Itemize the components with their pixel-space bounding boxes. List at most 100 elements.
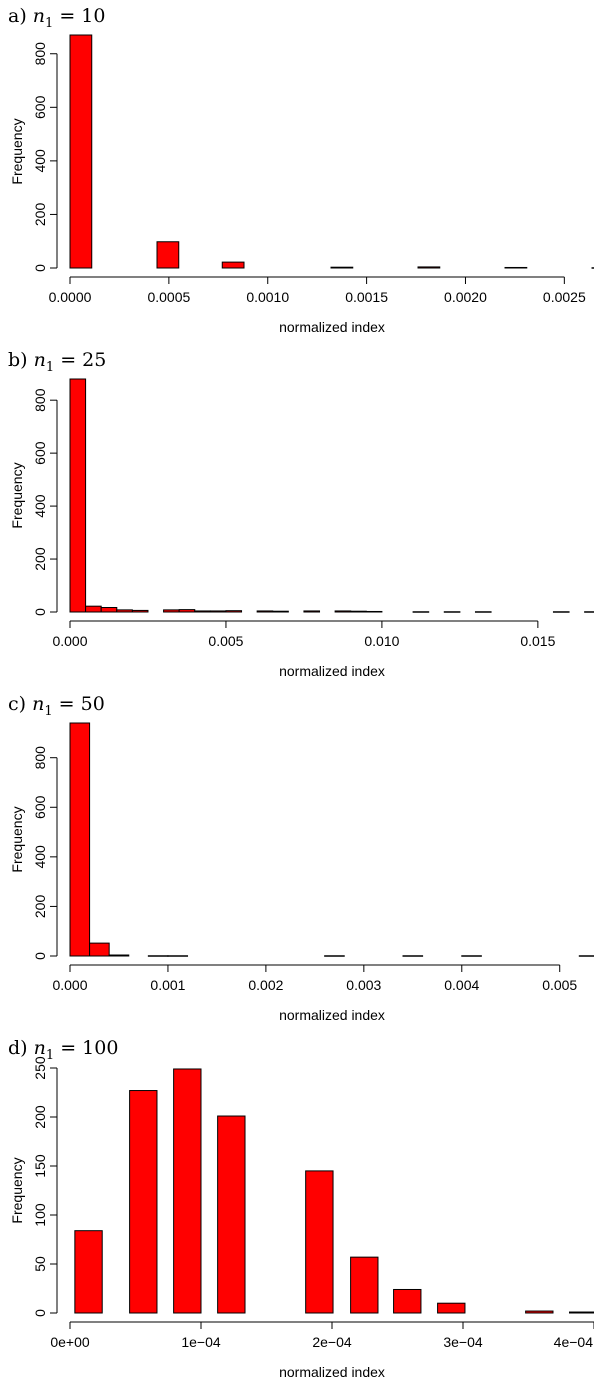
x-tick-label: 0.005 xyxy=(542,977,577,993)
y-tick-label: 200 xyxy=(32,895,48,919)
histogram-bar xyxy=(584,611,594,613)
histogram-bar xyxy=(504,266,528,269)
y-tick-label: 150 xyxy=(32,1154,48,1178)
histogram-bar xyxy=(69,378,87,613)
histogram-bar xyxy=(178,609,196,613)
histogram-bar xyxy=(221,261,245,269)
y-tick-label: 50 xyxy=(32,1256,48,1272)
x-tick-label: 0.005 xyxy=(208,633,243,649)
histogram-bar xyxy=(350,1256,379,1314)
histogram-bar xyxy=(330,266,354,269)
y-tick-label: 0 xyxy=(32,952,48,960)
histogram-bar xyxy=(156,241,180,269)
histogram-panel-4: d) n1 = 100 0 50 100 150 200 250 Frequency 0e+00… xyxy=(8,1037,594,1380)
x-tick-label: 0.000 xyxy=(52,633,87,649)
histogram-bar xyxy=(89,942,110,957)
x-tick-label: 0.003 xyxy=(346,977,381,993)
x-tick-label: 0.004 xyxy=(444,977,479,993)
y-tick-label: 0 xyxy=(32,608,48,616)
x-tick-label: 0.0010 xyxy=(246,289,289,305)
histogram-bar xyxy=(194,610,211,613)
histogram-bar xyxy=(461,955,482,957)
x-tick-label: 0.0005 xyxy=(147,289,190,305)
histogram-bar xyxy=(85,605,102,613)
histogram-bar xyxy=(324,955,345,957)
x-tick-label: 4e−04 xyxy=(554,1334,594,1350)
x-tick-label: 0.002 xyxy=(248,977,283,993)
x-axis-label: normalized index xyxy=(279,1007,385,1023)
panel-title: a) n1 = 10 xyxy=(8,5,106,31)
histogram-bar xyxy=(131,609,149,613)
histogram-bar xyxy=(334,610,352,613)
histogram-bar xyxy=(303,610,321,613)
histogram-bar xyxy=(412,611,430,613)
histogram-panel-1: a) n1 = 10 0 200 400 600 800 Frequency 0.0000 0.… xyxy=(8,5,594,335)
x-tick-label: 2e−04 xyxy=(312,1334,352,1350)
y-tick-label: 200 xyxy=(32,1105,48,1129)
y-tick-label: 600 xyxy=(32,795,48,819)
histogram-bar xyxy=(569,1311,594,1314)
y-tick-label: 200 xyxy=(32,547,48,571)
histogram-bar xyxy=(209,610,227,613)
histogram-bar xyxy=(116,609,133,613)
panel-title: c) n1 = 50 xyxy=(8,693,105,719)
x-tick-label: 0.0000 xyxy=(49,289,92,305)
y-axis-label: Frequency xyxy=(9,1157,25,1223)
y-tick-label: 800 xyxy=(32,746,48,770)
histogram-bar xyxy=(365,610,383,613)
histogram-bar xyxy=(393,1288,422,1314)
histogram-panel-2: b) n1 = 25 0 200 400 600 800 Frequency 0.000 0.0… xyxy=(8,349,594,679)
y-tick-label: 0 xyxy=(32,1309,48,1317)
y-tick-label: 0 xyxy=(32,264,48,272)
y-axis-label: Frequency xyxy=(9,462,25,528)
histogram-panel-3: c) n1 = 50 0 200 400 600 800 Frequency 0.000 0.0… xyxy=(8,693,594,1023)
histogram-bar xyxy=(591,267,594,269)
histogram-bar xyxy=(100,606,118,613)
x-tick-label: 0.0020 xyxy=(444,289,487,305)
y-tick-label: 800 xyxy=(32,388,48,412)
histogram-bar xyxy=(225,610,243,613)
histogram-bar xyxy=(217,1115,246,1314)
histogram-bar xyxy=(305,1170,334,1314)
y-tick-label: 400 xyxy=(32,845,48,869)
x-tick-label: 0.010 xyxy=(364,633,399,649)
x-axis-label: normalized index xyxy=(279,1364,385,1380)
y-tick-label: 400 xyxy=(32,149,48,173)
y-tick-label: 100 xyxy=(32,1203,48,1227)
histogram-bar xyxy=(167,955,189,957)
x-tick-label: 3e−04 xyxy=(443,1334,483,1350)
histogram-bar xyxy=(402,955,424,957)
x-tick-label: 1e−04 xyxy=(181,1334,221,1350)
histogram-bar xyxy=(272,610,289,613)
x-tick-label: 0.000 xyxy=(52,977,87,993)
panel-title: b) n1 = 25 xyxy=(8,349,106,375)
histogram-bar xyxy=(69,722,91,957)
histogram-bar xyxy=(69,34,93,269)
histogram-bar xyxy=(163,609,180,613)
y-tick-label: 200 xyxy=(32,203,48,227)
x-tick-label: 0.015 xyxy=(520,633,555,649)
histogram-bar xyxy=(525,1310,554,1314)
y-axis-label: Frequency xyxy=(9,118,25,184)
y-tick-label: 600 xyxy=(32,441,48,465)
histogram-bar xyxy=(350,610,367,613)
histogram-bar xyxy=(129,1090,158,1314)
histogram-bar xyxy=(147,955,169,957)
y-tick-label: 400 xyxy=(32,494,48,518)
histogram-bar xyxy=(417,266,441,269)
y-tick-label: 600 xyxy=(32,95,48,119)
histogram-bar xyxy=(108,954,130,957)
histogram-bar xyxy=(552,611,570,613)
histogram-bar xyxy=(173,1068,202,1314)
x-tick-label: 0.0015 xyxy=(345,289,388,305)
histogram-bar xyxy=(437,1302,466,1314)
histogram-bar xyxy=(443,611,461,613)
histogram-bar xyxy=(256,610,274,613)
y-tick-label: 800 xyxy=(32,42,48,66)
y-tick-label: 250 xyxy=(32,1056,48,1080)
histogram-bar xyxy=(74,1230,103,1314)
x-axis-label: normalized index xyxy=(279,663,385,679)
histogram-bar xyxy=(578,955,594,957)
x-tick-label: 0.0025 xyxy=(543,289,586,305)
